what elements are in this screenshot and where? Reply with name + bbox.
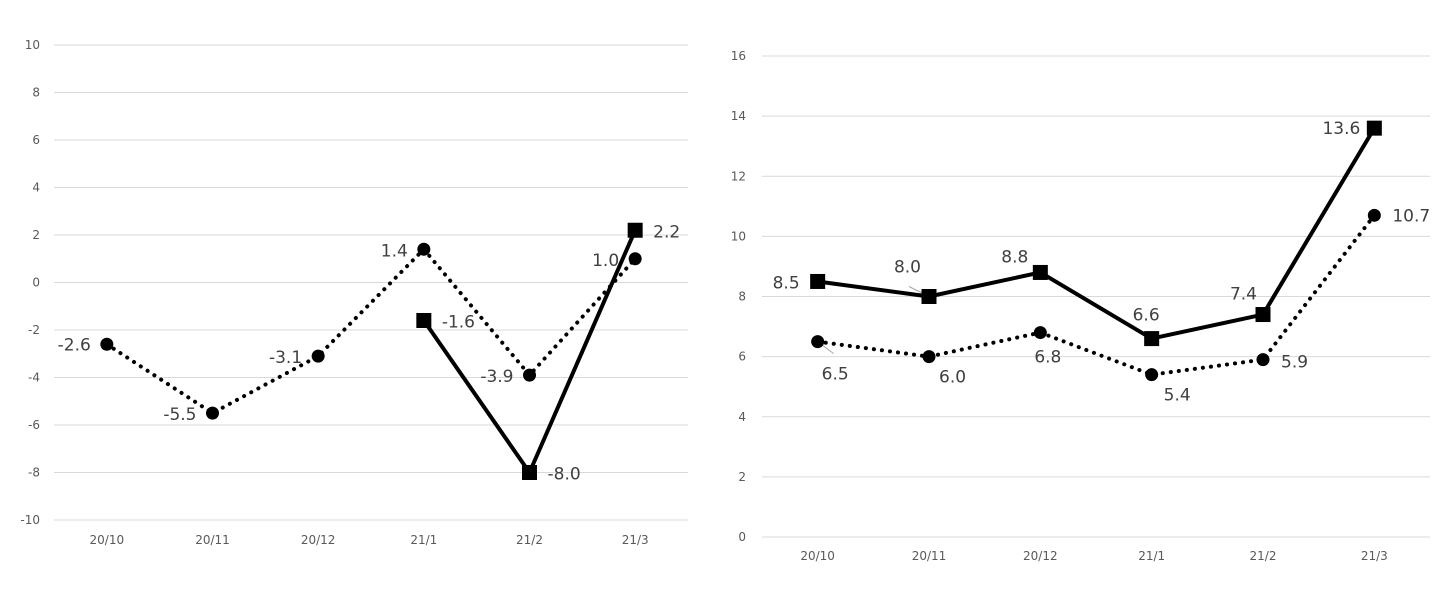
data-label: 13.6 (1322, 119, 1360, 139)
data-point (921, 289, 937, 304)
y-tick-label: 2 (738, 470, 746, 484)
data-label: 6.5 (822, 365, 849, 385)
data-point (1366, 120, 1382, 136)
x-tick-label: 20/10 (800, 549, 835, 563)
data-label: 10.7 (1392, 206, 1430, 226)
y-tick-label: -2 (28, 323, 40, 337)
y-tick-label: 14 (731, 109, 746, 123)
data-label: 5.4 (1164, 386, 1191, 406)
data-point (811, 335, 825, 349)
chart-2: 0 2 4 6 8 10 12 14 16 20/10 20/11 20/12 21/1 21/2 21/3… (731, 49, 1430, 563)
x-tick-label: 20/11 (912, 549, 947, 563)
y-tick-label: 4 (738, 410, 746, 424)
data-label: 8.8 (1001, 247, 1028, 267)
y-tick-label: -6 (28, 418, 40, 432)
y-tick-label: 8 (32, 86, 40, 100)
data-point (522, 465, 537, 480)
data-label: -5.5 (163, 405, 196, 425)
series-line (104, 247, 638, 416)
y-tick-label: -4 (28, 371, 40, 385)
data-point (1033, 326, 1047, 340)
data-point (416, 313, 432, 328)
y-tick-label: 0 (738, 530, 746, 544)
x-tick-label: 21/2 (1250, 549, 1277, 563)
series-line (817, 127, 1377, 341)
data-label: 8.0 (894, 258, 921, 278)
y-tick-label: -8 (28, 466, 40, 480)
data-point (922, 350, 936, 364)
data-label: -1.6 (442, 313, 475, 333)
data-label: 6.0 (939, 368, 966, 388)
y-tick-label: 0 (32, 276, 40, 290)
data-point (1145, 368, 1159, 382)
y-tick-label: 10 (25, 38, 40, 52)
chart-1: -10 -8 -6 -4 -2 0 2 4 6 8 10 20/10 20/11 20/12 21/1 21/… (20, 38, 688, 547)
x-tick-label: 21/2 (516, 533, 543, 547)
y-tick-label: 6 (738, 350, 746, 364)
y-tick-label: 10 (731, 229, 746, 243)
y-tick-label: 12 (731, 169, 746, 183)
data-label: -3.9 (480, 367, 513, 387)
x-tick-label: 20/12 (301, 533, 336, 547)
x-tick-label: 21/1 (410, 533, 437, 547)
data-label: -2.6 (58, 335, 91, 355)
data-point (523, 368, 536, 382)
data-label: -3.1 (269, 348, 302, 368)
data-label: 2.2 (653, 222, 680, 242)
y-tick-label: 2 (32, 228, 40, 242)
data-label: 7.4 (1230, 285, 1257, 305)
x-tick-label: 21/3 (1361, 549, 1388, 563)
data-label: 5.9 (1281, 353, 1308, 373)
x-tick-label: 20/12 (1023, 549, 1058, 563)
y-tick-label: 4 (32, 181, 40, 195)
data-label: 6.8 (1034, 348, 1061, 368)
data-point (1256, 353, 1270, 367)
data-point (1032, 264, 1048, 280)
data-point (1144, 331, 1160, 347)
data-label: 8.5 (773, 273, 800, 293)
data-label: 1.4 (381, 241, 408, 261)
data-point (100, 337, 114, 351)
x-tick-label: 20/11 (195, 533, 230, 547)
data-point (206, 406, 219, 420)
y-tick-label: 6 (32, 133, 40, 147)
data-label: 6.6 (1133, 306, 1160, 326)
series-line (815, 213, 1377, 377)
data-point (417, 242, 431, 256)
y-tick-label: 8 (738, 290, 746, 304)
data-point (1255, 307, 1271, 323)
data-point (810, 273, 826, 289)
y-tick-label: 16 (731, 49, 746, 63)
data-label: -8.0 (548, 465, 581, 485)
data-point (311, 349, 325, 363)
data-point (1367, 208, 1381, 222)
data-point (627, 222, 643, 238)
y-tick-label: -10 (20, 513, 40, 527)
data-label: 1.0 (592, 251, 619, 271)
x-tick-label: 20/10 (90, 533, 125, 547)
data-point (628, 252, 642, 266)
x-tick-label: 21/3 (622, 533, 649, 547)
x-tick-label: 21/1 (1138, 549, 1165, 563)
